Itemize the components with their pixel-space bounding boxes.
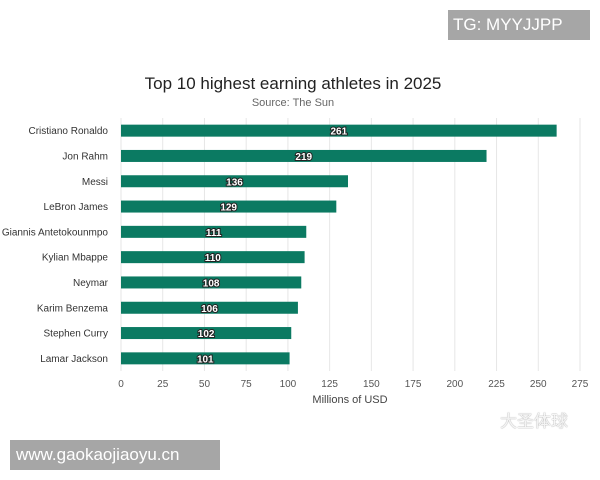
bar (121, 225, 307, 238)
bar (121, 327, 292, 340)
bar (121, 251, 305, 264)
bar (121, 175, 348, 188)
data-label: 219 (295, 152, 312, 163)
data-label: 106 (201, 304, 218, 315)
chart-subtitle: Source: The Sun (252, 97, 334, 109)
data-label: 261 (330, 127, 347, 138)
tg-watermark: TG: MYYJJPP (448, 10, 590, 40)
chart-title: Top 10 highest earning athletes in 2025 (145, 74, 442, 93)
x-tick-label: 200 (446, 379, 463, 390)
y-category-label: Lamar Jackson (40, 354, 108, 365)
data-label: 111 (206, 228, 222, 239)
data-label: 110 (205, 253, 222, 264)
y-category-label: Neymar (73, 278, 109, 289)
bar (121, 200, 337, 213)
x-tick-label: 150 (363, 379, 380, 390)
bar (121, 276, 302, 289)
x-tick-label: 50 (199, 379, 211, 390)
bar (121, 352, 290, 365)
y-category-label: Giannis Antetokounmpo (2, 227, 109, 238)
x-tick-label: 275 (572, 379, 589, 390)
x-tick-label: 75 (241, 379, 253, 390)
overlay-watermark: 大圣体球 (500, 412, 568, 431)
x-tick-label: 250 (530, 379, 547, 390)
y-category-label: Karim Benzema (37, 303, 109, 314)
y-category-label: Messi (82, 177, 108, 188)
bar (121, 124, 557, 137)
data-label: 129 (220, 203, 237, 214)
data-label: 108 (203, 278, 220, 289)
data-label: 101 (197, 354, 214, 365)
y-category-label: Cristiano Ronaldo (29, 126, 109, 137)
x-tick-label: 225 (488, 379, 505, 390)
site-watermark: www.gaokaojiaoyu.cn (10, 440, 220, 470)
x-tick-label: 175 (405, 379, 422, 390)
y-category-label: Kylian Mbappe (42, 253, 109, 264)
data-label: 102 (198, 329, 215, 340)
y-category-label: Jon Rahm (62, 151, 108, 162)
x-tick-label: 125 (321, 379, 338, 390)
bar (121, 149, 487, 162)
x-tick-label: 0 (118, 379, 124, 390)
x-tick-label: 100 (280, 379, 297, 390)
bar (121, 301, 298, 314)
x-tick-label: 25 (157, 379, 169, 390)
y-category-label: Stephen Curry (44, 329, 108, 340)
y-category-label: LeBron James (44, 202, 108, 213)
data-label: 136 (226, 177, 243, 188)
x-axis-label: Millions of USD (312, 394, 387, 406)
